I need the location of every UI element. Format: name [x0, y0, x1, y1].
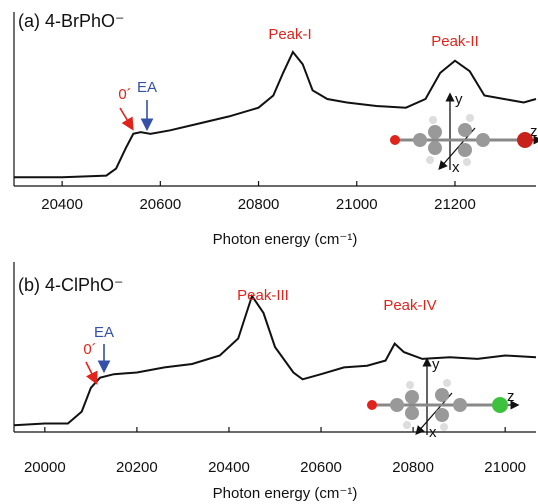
x-tick-label: 21000 [336, 196, 378, 213]
annotation-arrow [85, 361, 98, 385]
molecule-icon: y z x [390, 91, 538, 176]
x-tick-label: 21200 [434, 196, 476, 213]
annotation: EA [94, 324, 114, 341]
svg-text:y: y [432, 356, 440, 373]
x-tick-label: 20600 [300, 459, 342, 476]
annotation: Peak-IV [383, 297, 436, 314]
x-tick-label: 20800 [392, 459, 434, 476]
x-tick-label: 20800 [238, 196, 280, 213]
annotation: 0´ [118, 86, 131, 103]
molecule-icon: yzx [367, 356, 520, 441]
annotation: Peak-III [237, 287, 289, 304]
panel-title: (a) 4-BrPhO⁻ [18, 11, 125, 31]
x-axis-label: Photon energy (cm⁻¹) [213, 231, 358, 248]
annotation: Peak-I [268, 26, 311, 43]
annotation: 0´ [83, 341, 96, 358]
x-tick-label: 20400 [208, 459, 250, 476]
x-tick-label: 20000 [24, 459, 66, 476]
annotation: EA [137, 79, 157, 96]
annotation: Peak-II [431, 33, 479, 50]
panel-title: (b) 4-ClPhO⁻ [18, 275, 124, 295]
svg-text:z: z [507, 388, 515, 405]
annotation-arrow [119, 107, 134, 131]
svg-text:x: x [452, 159, 460, 176]
x-tick-label: 20200 [116, 459, 158, 476]
x-tick-label: 20600 [139, 196, 181, 213]
svg-text:y: y [455, 91, 463, 108]
svg-text:z: z [530, 123, 538, 140]
x-tick-label: 20400 [41, 196, 83, 213]
x-axis-label: Photon energy (cm⁻¹) [213, 485, 358, 502]
x-tick-label: 21000 [484, 459, 526, 476]
spectrum-line [14, 50, 537, 179]
